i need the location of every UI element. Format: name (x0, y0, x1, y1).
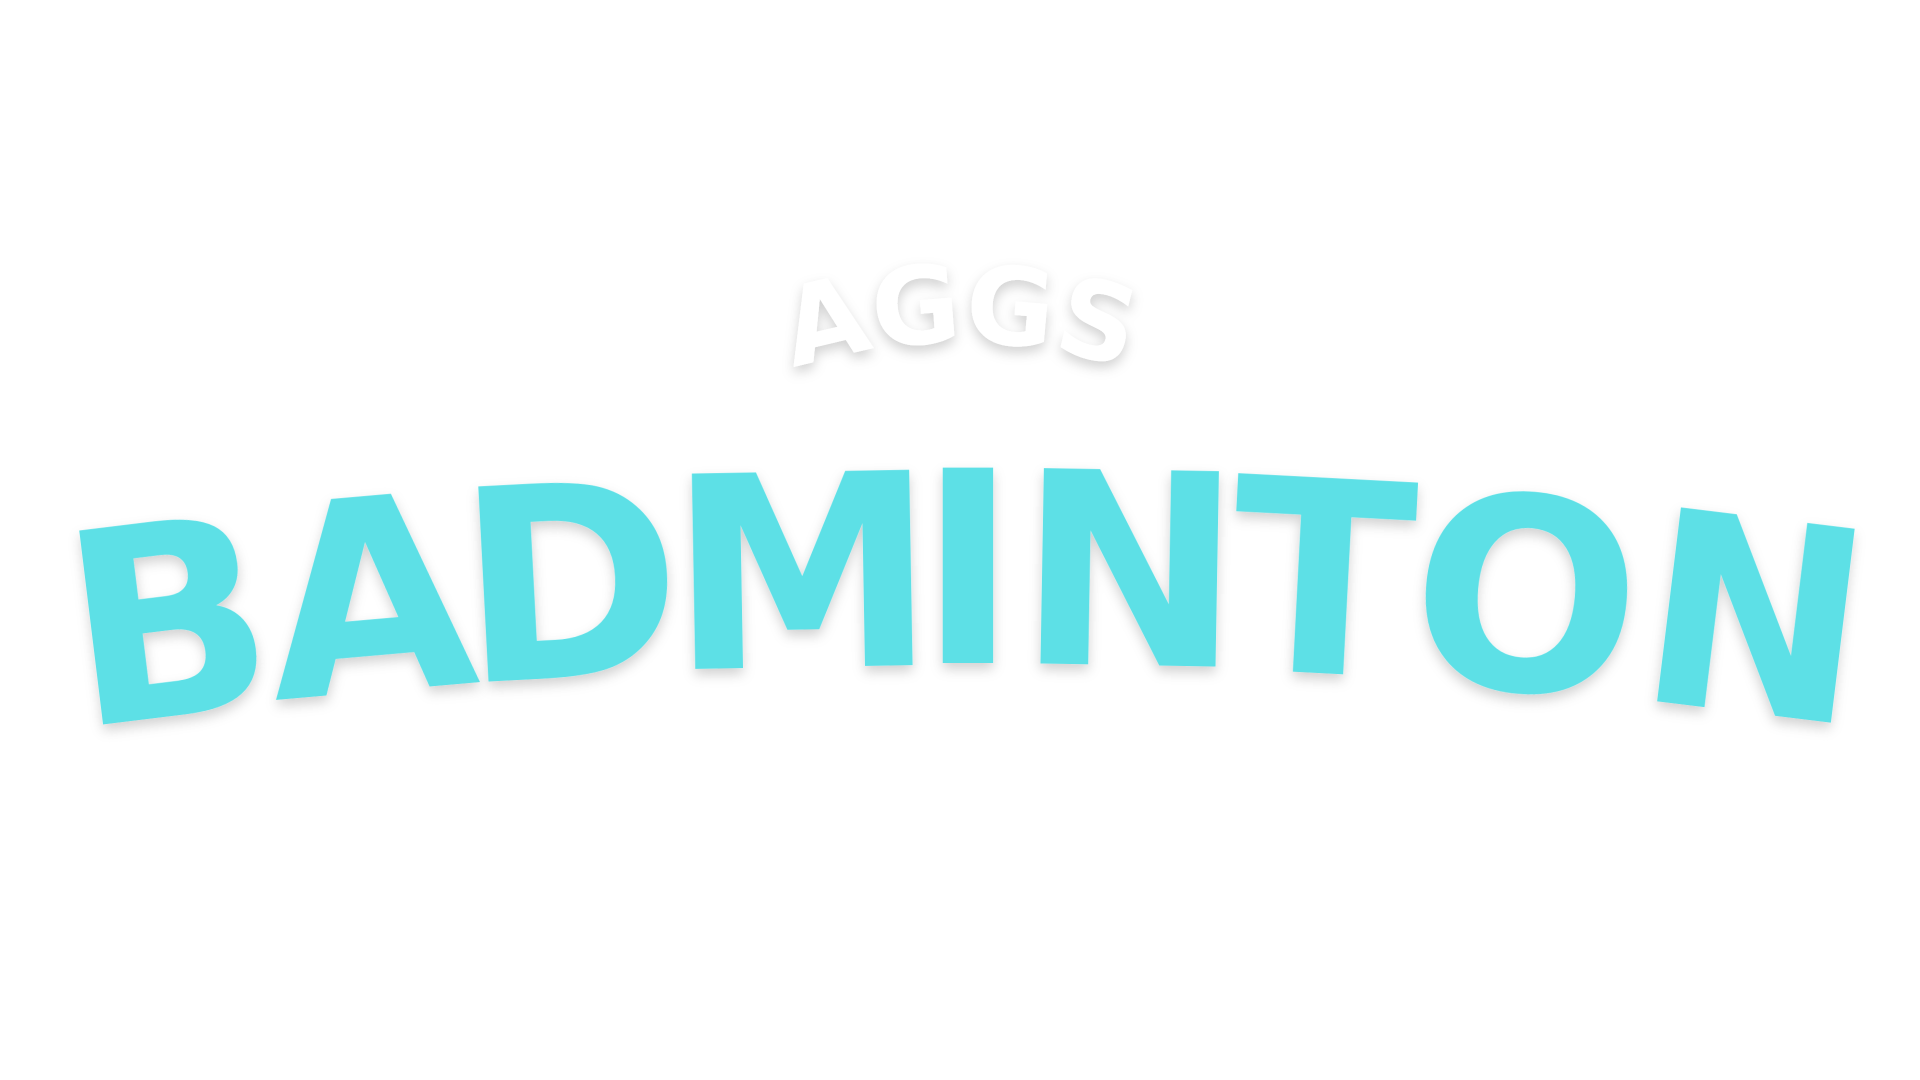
aggs-label: AGGS (770, 242, 1150, 393)
wordmark-letter: N (1015, 415, 1245, 731)
wordmark-letter: D (451, 424, 689, 747)
wordmark-letter: B (48, 456, 289, 791)
wordmark-letter: A (253, 435, 489, 764)
aggs-label-text: AGGS (770, 242, 1150, 393)
wordmark-letter: O (1399, 433, 1653, 764)
wordmark-letter: I (918, 415, 1018, 727)
wordmark-letter: T (1223, 421, 1423, 742)
wordmark-letter: M (666, 417, 938, 734)
wordmark-letter: N (1625, 452, 1886, 789)
